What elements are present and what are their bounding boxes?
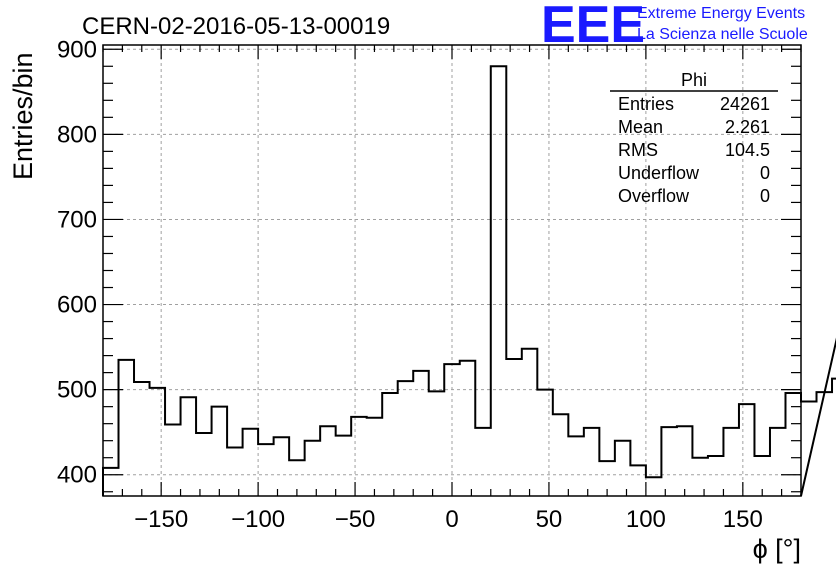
stats-row-value: 0 xyxy=(760,163,770,183)
histogram-line xyxy=(102,65,836,497)
histogram-bin xyxy=(491,66,507,496)
histogram-bin xyxy=(119,360,135,496)
stats-row-label: RMS xyxy=(618,140,658,160)
x-tick-labels: −150 −100 −50 0 50 100 150 xyxy=(134,506,763,533)
stats-row-label: Overflow xyxy=(618,186,690,206)
logo-line-2: La Scienza nelle Scuole xyxy=(637,26,808,43)
y-axis-label: Entries/bin xyxy=(8,52,38,180)
histogram-bin xyxy=(212,407,228,496)
histogram-bin xyxy=(274,437,290,496)
stats-box: Phi Entries 24261 Mean 2.261 RMS 104.5 Underfl… xyxy=(610,70,778,206)
histogram-bin xyxy=(553,414,569,496)
stats-row-label: Mean xyxy=(618,117,663,137)
stats-row-value: 104.5 xyxy=(725,140,770,160)
histogram-bin xyxy=(646,477,662,496)
histogram-bin xyxy=(739,404,755,496)
stats-row-value: 0 xyxy=(760,186,770,206)
y-tick-label: 400 xyxy=(57,462,97,489)
stats-row-label: Underflow xyxy=(618,163,700,183)
x-tick-label: 50 xyxy=(536,506,563,533)
x-axis-label: ϕ [°] xyxy=(753,534,801,564)
histogram-bin xyxy=(134,382,150,496)
histogram-bin xyxy=(537,390,553,496)
histogram-bin xyxy=(630,465,646,496)
y-tick-label: 800 xyxy=(57,121,97,148)
stats-row-label: Entries xyxy=(618,94,674,114)
histogram-bin xyxy=(227,447,243,496)
eee-logo: EEE Extreme Energy Events La Scienza nel… xyxy=(541,0,808,54)
histogram-bin xyxy=(770,428,786,496)
histogram-bin xyxy=(165,425,181,496)
y-tick-label: 500 xyxy=(57,377,97,404)
x-tick-label: 0 xyxy=(445,506,458,533)
histogram-bin xyxy=(615,441,631,496)
histogram-bin xyxy=(460,361,476,496)
histogram-series xyxy=(102,65,836,497)
histogram-bin xyxy=(150,388,166,496)
y-tick-labels: 400 500 600 700 800 900 xyxy=(57,36,97,488)
histogram-bin xyxy=(444,364,460,496)
histogram-bin xyxy=(801,402,817,496)
logo-mark: EEE xyxy=(541,0,645,54)
histogram-bin xyxy=(429,391,445,496)
histogram-bin xyxy=(367,418,383,496)
histogram-bin xyxy=(475,428,491,496)
histogram-bin xyxy=(413,371,429,496)
x-tick-label: −50 xyxy=(335,506,376,533)
histogram-bin xyxy=(661,427,677,496)
histogram-bin xyxy=(243,429,259,496)
y-tick-label: 900 xyxy=(57,36,97,63)
histogram-bin xyxy=(305,441,321,496)
histogram-bin xyxy=(196,433,212,496)
histogram-bin xyxy=(832,379,836,496)
logo-line-1: Extreme Energy Events xyxy=(637,5,805,22)
histogram-bin xyxy=(522,349,538,496)
x-tick-label: −100 xyxy=(231,506,285,533)
y-tick-label: 600 xyxy=(57,292,97,319)
histogram-bin xyxy=(568,436,584,496)
histogram-bin xyxy=(723,428,739,496)
histogram-bin xyxy=(351,417,367,496)
histogram-bin xyxy=(320,426,336,496)
histogram-bin xyxy=(817,392,833,496)
chart-title: CERN-02-2016-05-13-00019 xyxy=(82,13,390,40)
histogram-bin xyxy=(692,458,708,496)
histogram-bin xyxy=(506,359,522,496)
histogram-bin xyxy=(382,393,398,496)
x-tick-label: 100 xyxy=(626,506,666,533)
stats-row-value: 24261 xyxy=(720,94,770,114)
histogram-bin xyxy=(398,381,414,496)
histogram-bin xyxy=(708,456,724,496)
stats-box-name: Phi xyxy=(681,70,707,90)
histogram-bin xyxy=(584,428,600,496)
y-tick-label: 700 xyxy=(57,206,97,233)
axis-ticks xyxy=(102,45,802,496)
x-tick-label: 150 xyxy=(723,506,763,533)
x-tick-label: −150 xyxy=(134,506,188,533)
histogram-bin xyxy=(336,436,352,496)
stats-row-value: 2.261 xyxy=(725,117,770,137)
histogram-bin xyxy=(677,426,693,496)
histogram-bin xyxy=(258,444,274,496)
histogram-bin xyxy=(785,393,801,496)
histogram-bin xyxy=(181,397,197,496)
